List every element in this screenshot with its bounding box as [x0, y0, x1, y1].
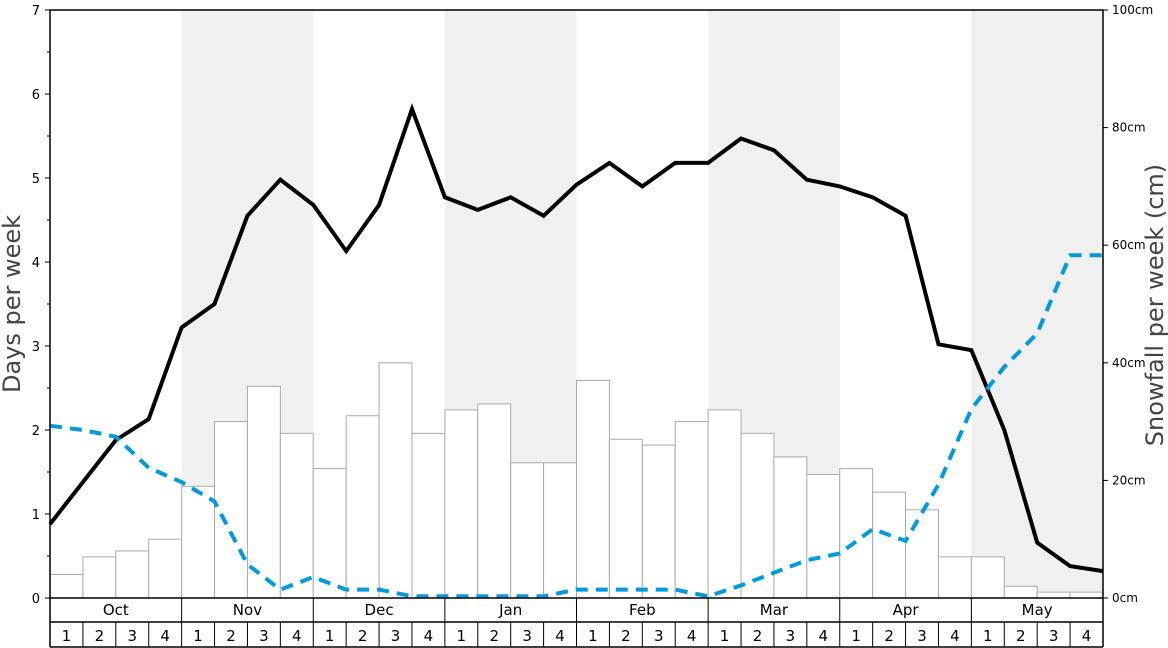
- snowfall-bar: [345, 415, 380, 599]
- week-label: 4: [555, 627, 565, 645]
- week-label: 3: [654, 627, 664, 645]
- snowfall-bar: [49, 573, 84, 599]
- snowfall-bar: [937, 556, 972, 599]
- week-label: 1: [457, 627, 467, 645]
- snowfall-bar: [543, 462, 577, 599]
- week-label: 4: [292, 627, 302, 645]
- week-label: 4: [160, 627, 170, 645]
- right-tick-label: 20cm: [1112, 473, 1146, 487]
- month-label-jan: Jan: [498, 601, 522, 619]
- snowfall-bar: [773, 456, 808, 599]
- week-label: 2: [884, 627, 894, 645]
- left-tick-label: 1: [32, 508, 40, 523]
- week-label: 2: [1016, 627, 1026, 645]
- days-lines: [48, 103, 1104, 599]
- week-label: 4: [687, 627, 697, 645]
- dashed-line: [49, 253, 1103, 599]
- week-label: 2: [226, 627, 236, 645]
- week-label: 1: [325, 627, 335, 645]
- snowfall-bar: [707, 409, 742, 599]
- week-label: 3: [917, 627, 927, 645]
- right-tick-label: 40cm: [1112, 356, 1146, 370]
- right-axis-title: Snowfall per week (cm): [1141, 164, 1168, 446]
- week-label: 4: [1082, 627, 1092, 645]
- snowfall-bar: [872, 491, 907, 599]
- left-tick-label: 7: [32, 4, 40, 19]
- snowfall-bar: [444, 409, 479, 599]
- month-label-oct: Oct: [103, 601, 129, 619]
- snowfall-bar: [411, 432, 446, 599]
- snowfall-bar: [148, 538, 183, 599]
- left-tick-label: 2: [32, 424, 40, 439]
- snowfall-bar: [312, 468, 347, 599]
- snowfall-bar: [181, 485, 216, 599]
- snowfall-bar: [970, 556, 1005, 599]
- snowfall-bar: [279, 432, 314, 599]
- month-label-may: May: [1022, 601, 1053, 619]
- snowfall-bar: [1003, 585, 1038, 599]
- week-label: 1: [983, 627, 993, 645]
- calendar-axis: Oct 1 2 3 4 Nov 1 2 3 4 Dec 1 2 3 4 Jan 1 2 3 4 Feb 1 2 3 4 Mar 1 2…: [49, 598, 1104, 648]
- snowfall-bar: [576, 379, 610, 599]
- week-label: 3: [522, 627, 532, 645]
- left-tick-label: 5: [32, 172, 40, 187]
- snowfall-bar: [477, 403, 512, 599]
- snowfall-bar: [806, 474, 841, 599]
- snowfall-bar: [641, 444, 676, 599]
- left-tick-label: 3: [32, 340, 40, 355]
- month-band-may: [971, 10, 1103, 598]
- week-label: 3: [127, 627, 137, 645]
- month-label-apr: Apr: [893, 601, 920, 619]
- snowfall-bar: [608, 438, 643, 599]
- week-label: 1: [193, 627, 203, 645]
- week-label: 4: [819, 627, 829, 645]
- week-label: 2: [621, 627, 631, 645]
- week-label: 3: [786, 627, 796, 645]
- month-shading: [181, 10, 1103, 598]
- week-label: 2: [358, 627, 368, 645]
- snowfall-bar: [674, 421, 709, 599]
- week-label: 2: [753, 627, 763, 645]
- snowfall-bar: [510, 462, 545, 599]
- snowfall-bar: [1069, 591, 1104, 599]
- week-label: 1: [851, 627, 861, 645]
- week-label: 2: [95, 627, 105, 645]
- right-tick-label: 80cm: [1112, 121, 1146, 135]
- month-label-nov: Nov: [233, 601, 262, 619]
- month-label-feb: Feb: [629, 601, 656, 619]
- week-label: 3: [391, 627, 401, 645]
- left-axis-title: Days per week: [0, 215, 26, 393]
- axes: 0 1 2 3 4 5 6 7 0cm 20cm 40cm 60cm 80cm 100cm Days per…: [0, 3, 1168, 607]
- snowfall-bar: [214, 421, 248, 599]
- snowfall-bar: [905, 509, 939, 599]
- snowfall-bar: [740, 432, 775, 599]
- week-label: 1: [720, 627, 730, 645]
- week-label: 4: [950, 627, 960, 645]
- left-tick-label: 4: [32, 256, 40, 271]
- week-label: 3: [1049, 627, 1059, 645]
- snowfall-bar: [115, 550, 150, 599]
- snowfall-bar: [1036, 591, 1071, 599]
- left-tick-label: 0: [32, 592, 40, 607]
- right-tick-label: 60cm: [1112, 238, 1146, 252]
- snowfall-bar: [82, 556, 117, 599]
- week-label: 1: [588, 627, 598, 645]
- left-tick-label: 6: [32, 88, 40, 103]
- right-tick-label: 100cm: [1112, 3, 1153, 17]
- month-label-mar: Mar: [760, 601, 789, 619]
- week-label: 1: [62, 627, 72, 645]
- month-label-dec: Dec: [365, 601, 394, 619]
- week-label: 3: [259, 627, 269, 645]
- solid-line: [48, 103, 1104, 574]
- week-label: 4: [424, 627, 434, 645]
- right-tick-label: 0cm: [1112, 591, 1138, 605]
- snowfall-bar: [378, 362, 413, 599]
- week-label: 2: [489, 627, 499, 645]
